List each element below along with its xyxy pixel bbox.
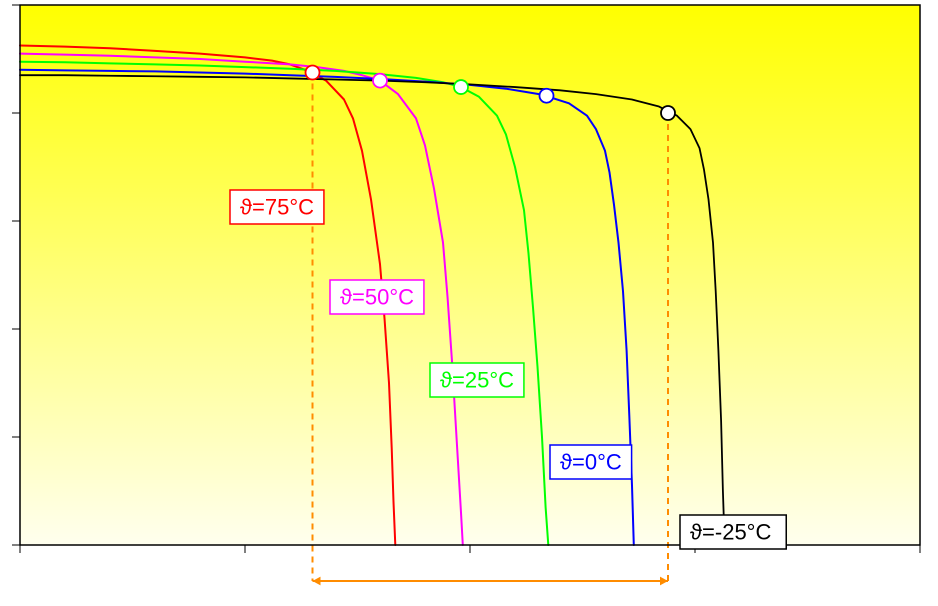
label-text-t50: ϑ=50°C	[340, 285, 414, 310]
range-arrow-right	[660, 577, 668, 586]
label-text-tm25: ϑ=-25°C	[690, 520, 771, 545]
label-text-t25: ϑ=25°C	[440, 368, 514, 393]
range-arrow-left	[313, 577, 321, 586]
mpp-marker-tm25	[661, 106, 675, 120]
label-text-t0: ϑ=0°C	[560, 450, 622, 475]
plot-background	[20, 5, 920, 545]
mpp-marker-t0	[540, 89, 554, 103]
mpp-marker-t75	[306, 66, 320, 80]
temperature-iv-chart: ϑ=75°C ϑ=50°C ϑ=25°C ϑ=0°C ϑ=-25°C	[0, 0, 938, 606]
label-text-t75: ϑ=75°C	[240, 195, 314, 220]
mpp-marker-t25	[454, 80, 468, 94]
mpp-marker-t50	[373, 74, 387, 88]
